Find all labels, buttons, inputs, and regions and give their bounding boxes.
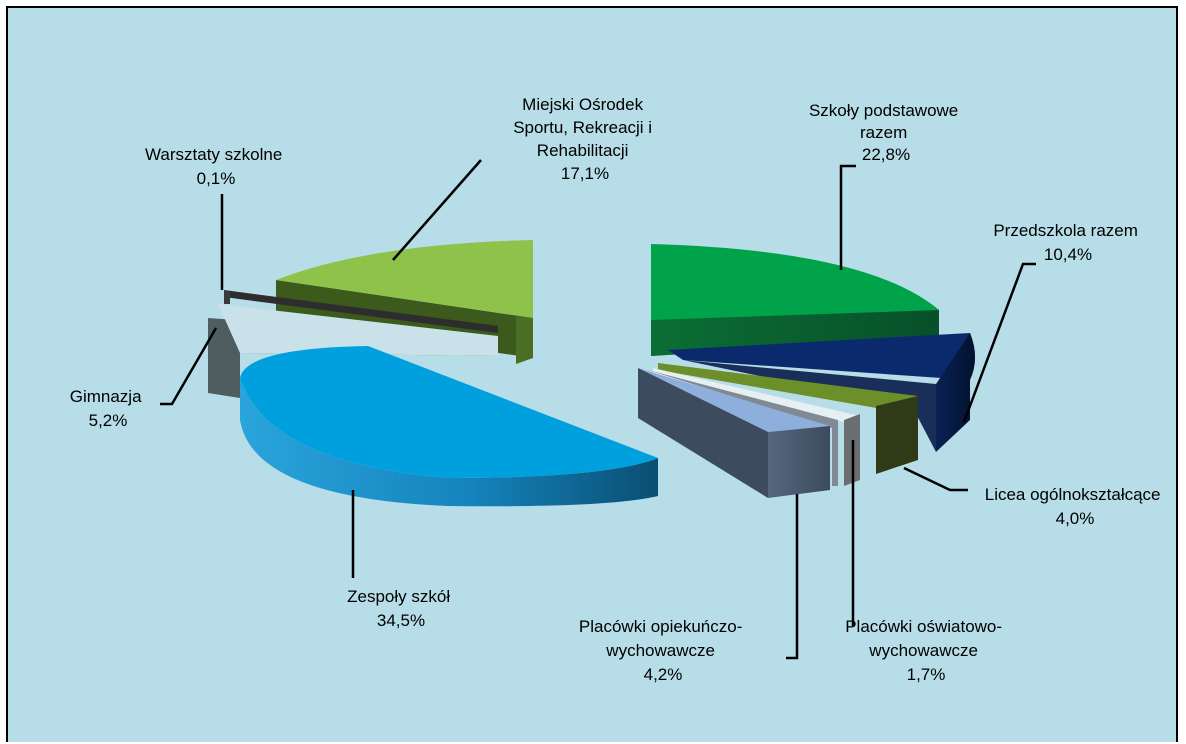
slice-przedszkola [668,333,975,452]
leader-opiekuncze [786,494,799,660]
leader-gimnazja [160,327,218,406]
label-warsztaty: Warsztaty szkolne 0,1% [145,145,287,188]
label-oswiatowo: Placówki oświatowo- wychowawcze 1,7% [845,617,1007,684]
label-licea: Licea ogólnokształcące 4,0% [985,485,1166,528]
label-gimnazja: Gimnazja 5,2% [70,387,147,430]
slice-opiekuncze [638,368,838,498]
label-przedszkola: Przedszkola razem 10,4% [993,221,1142,264]
label-szkoly: Szkoły podstawowe razem 22,8% [809,101,963,164]
leader-mosir [392,159,482,261]
pie-chart: Szkoły podstawowe razem 22,8% Przedszkol… [70,95,1166,684]
leader-przedszkola [962,262,1036,423]
leader-licea [903,466,968,492]
slice-szkoly [651,244,939,356]
label-mosir: Miejski Ośrodek Sportu, Rekreacji i Reha… [513,95,657,183]
chart-area: Szkoły podstawowe razem 22,8% Przedszkol… [6,6,1178,742]
label-zespoly: Zespoły szkół 34,5% [347,587,455,630]
slice-warsztaty [224,290,498,333]
slice-zespoly [240,346,658,507]
slice-licea [658,363,918,474]
label-opiekuncze: Placówki opiekuńczo- wychowawcze 4,2% [579,617,747,684]
slice-gimnazja [208,304,498,398]
leader-szkoly [839,164,856,270]
